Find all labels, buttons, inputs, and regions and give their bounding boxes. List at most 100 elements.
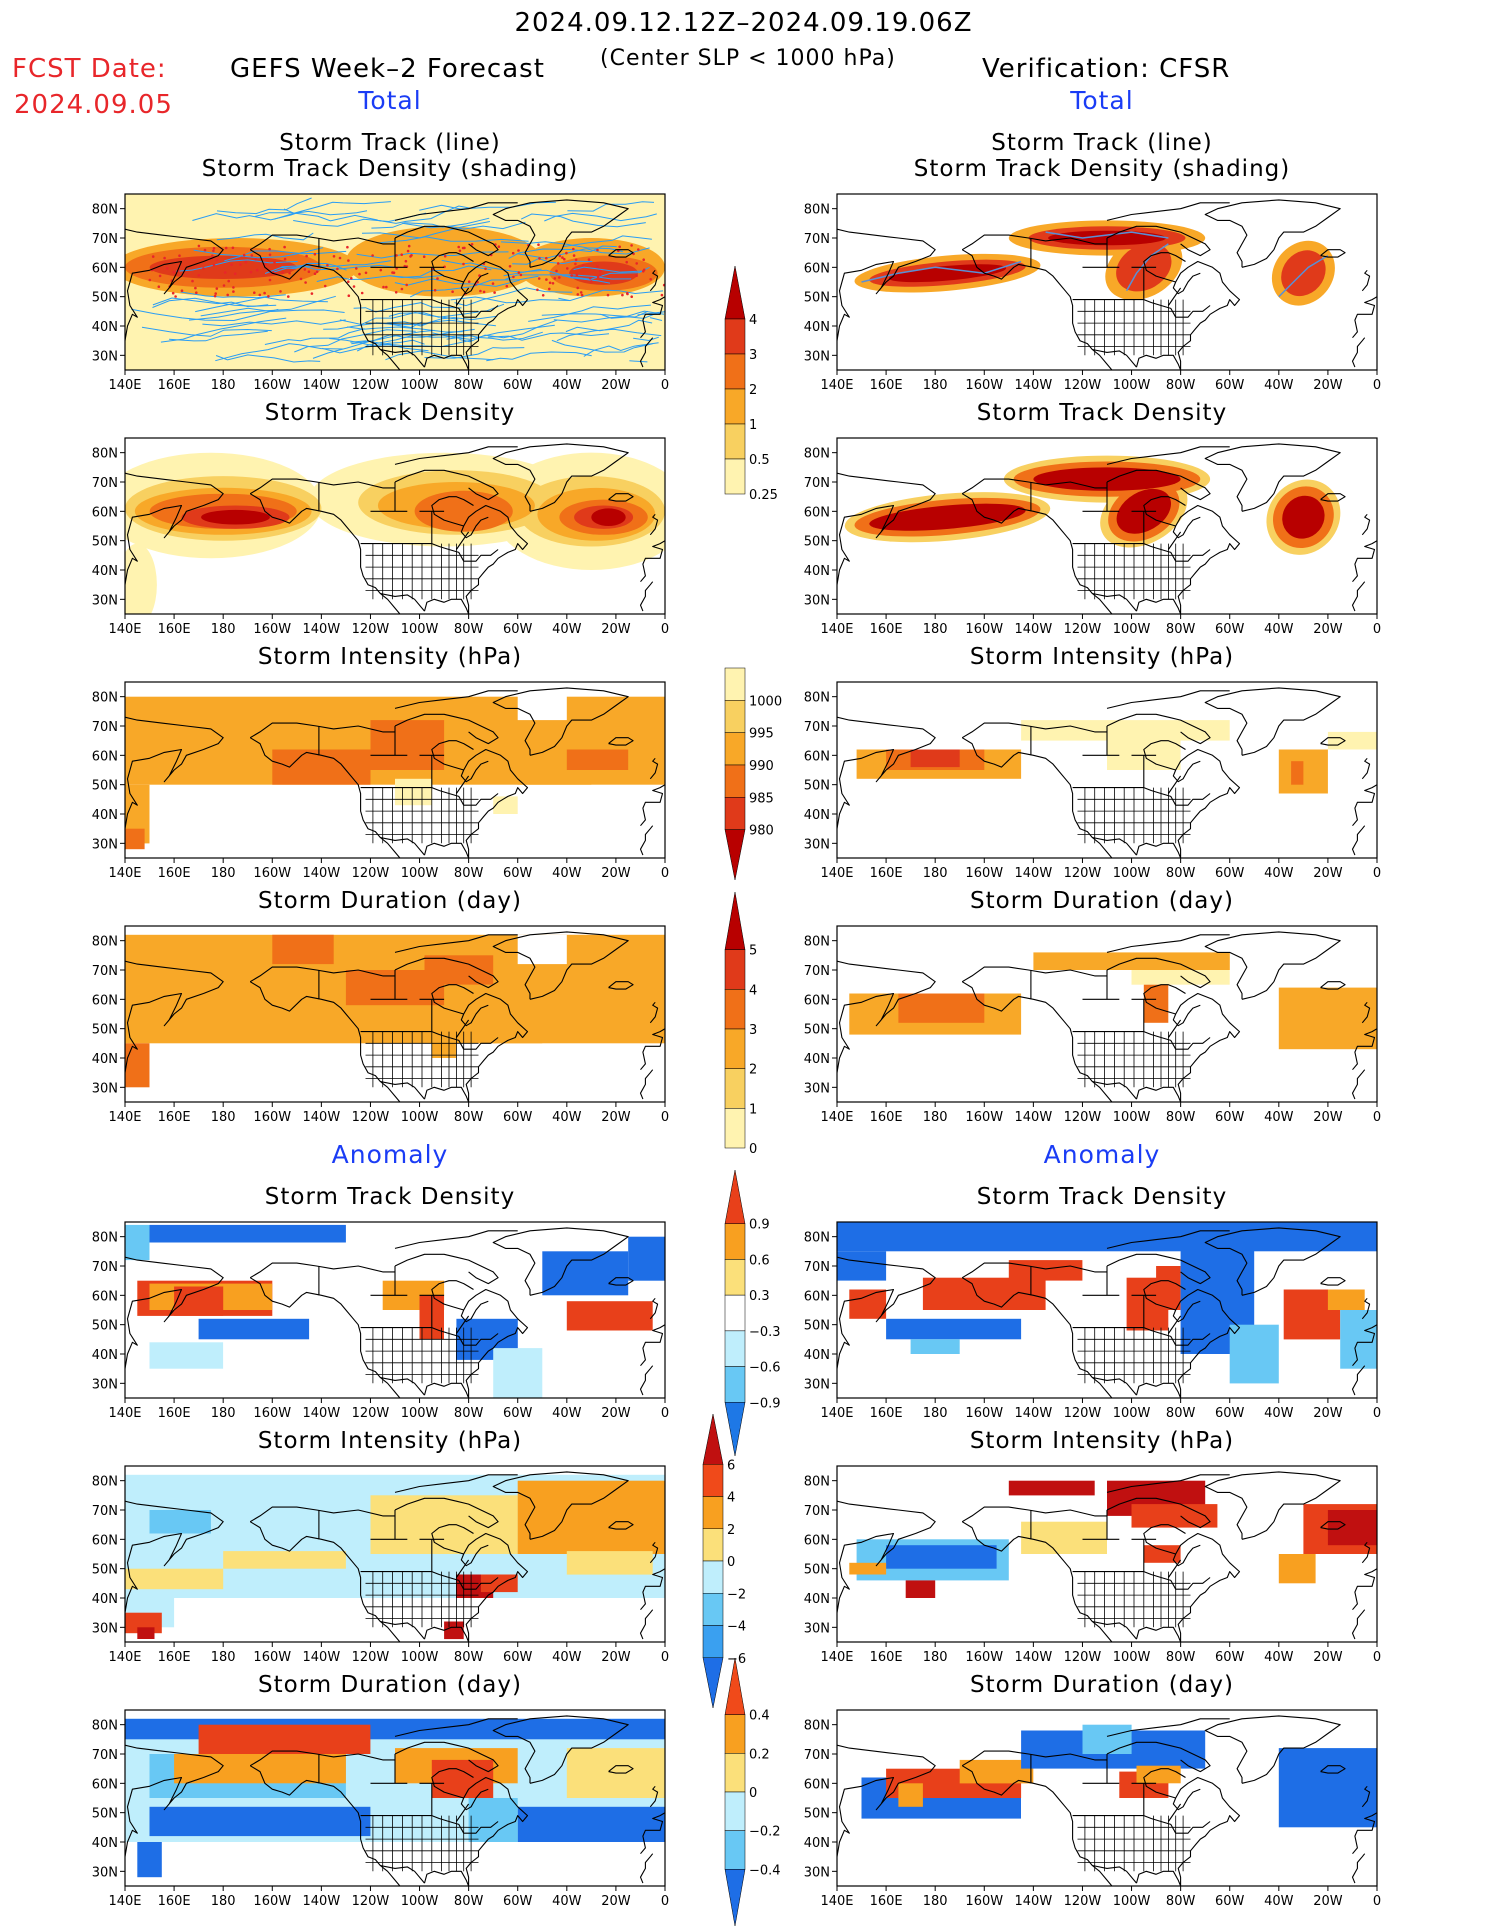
lon-tick-label: 160E — [158, 378, 191, 393]
left-section-anomaly: Anomaly — [331, 1140, 449, 1169]
lat-tick-label: 60N — [92, 505, 118, 520]
colorbar-label: 985 — [749, 791, 774, 806]
lon-tick-label: 140E — [820, 866, 853, 881]
lat-tick-label: 80N — [92, 447, 118, 462]
lon-tick-label: 120W — [1064, 866, 1102, 881]
lon-tick-label: 120W — [352, 1110, 390, 1125]
panel-title-duration-left: Storm Duration (day) — [258, 888, 522, 914]
lon-tick-label: 180 — [211, 1406, 236, 1421]
panel-title-anom-duration-right: Storm Duration (day) — [970, 1672, 1234, 1698]
lon-tick-label: 160E — [870, 1894, 903, 1909]
colorbar-label: 0 — [749, 1142, 757, 1157]
lat-tick-label: 30N — [92, 1081, 118, 1096]
panel-title-track-line-right: Storm Track (line) — [991, 130, 1213, 156]
lat-tick-label: 60N — [804, 1289, 830, 1304]
lon-tick-label: 140E — [108, 378, 141, 393]
lat-tick-label: 70N — [804, 720, 830, 735]
lon-tick-label: 0 — [1373, 866, 1381, 881]
colorbar-anom-duration: 0.4 0.2 0 −0.2 −0.4 — [724, 1657, 781, 1927]
lon-tick-label: 120W — [352, 1650, 390, 1665]
colorbar-density: 4 3 2 1 0.5 0.25 — [724, 265, 778, 503]
panel-title-duration-right: Storm Duration (day) — [970, 888, 1234, 914]
lon-tick-label: 80W — [1166, 1110, 1196, 1125]
lat-tick-label: 50N — [804, 535, 830, 550]
lon-tick-label: 140E — [820, 1110, 853, 1125]
lon-tick-label: 120W — [352, 1406, 390, 1421]
lat-tick-label: 60N — [92, 749, 118, 764]
lat-tick-label: 70N — [92, 1260, 118, 1275]
lon-tick-label: 140E — [108, 1894, 141, 1909]
lat-tick-label: 80N — [92, 1475, 118, 1490]
lat-tick-label: 50N — [804, 1319, 830, 1334]
colorbar-label: 2 — [749, 383, 757, 398]
lon-tick-label: 140E — [820, 622, 853, 637]
map-panel-cfsrAnomDuration: 80N 70N 60N 50N 40N 30N 140E 160E 180 160W 140W 120… — [804, 1709, 1381, 1909]
lon-tick-label: 160W — [253, 1650, 291, 1665]
lon-tick-label: 160E — [870, 378, 903, 393]
lon-tick-label: 80W — [1166, 866, 1196, 881]
lon-tick-label: 160E — [158, 1110, 191, 1125]
lat-tick-label: 40N — [804, 1836, 830, 1851]
lon-tick-label: 140E — [108, 622, 141, 637]
colorbar-label: 4 — [749, 983, 757, 998]
lat-tick-label: 30N — [92, 349, 118, 364]
lon-tick-label: 160W — [965, 622, 1003, 637]
colorbar-label: 0.2 — [749, 1747, 770, 1762]
lon-tick-label: 60W — [503, 378, 533, 393]
lat-tick-label: 40N — [804, 1052, 830, 1067]
lon-tick-label: 20W — [601, 378, 631, 393]
lon-tick-label: 140E — [820, 1650, 853, 1665]
lat-tick-label: 80N — [804, 203, 830, 218]
lon-tick-label: 180 — [211, 622, 236, 637]
panel-title-anom-intensity-left: Storm Intensity (hPa) — [257, 1428, 523, 1454]
colorbar-label: 1 — [749, 418, 757, 433]
lon-tick-label: 80W — [1166, 378, 1196, 393]
colorbar-label: 0.9 — [749, 1218, 770, 1233]
slp-subtitle: (Center SLP < 1000 hPa) — [600, 46, 896, 71]
lon-tick-label: 0 — [1373, 622, 1381, 637]
lon-tick-label: 160W — [965, 1650, 1003, 1665]
left-model-title: GEFS Week–2 Forecast — [230, 54, 545, 84]
lon-tick-label: 160E — [158, 1406, 191, 1421]
lon-tick-label: 180 — [923, 1406, 948, 1421]
lat-tick-label: 70N — [92, 720, 118, 735]
colorbar-label: −0.6 — [749, 1361, 781, 1376]
left-section-total: Total — [358, 86, 422, 115]
lon-tick-label: 20W — [601, 622, 631, 637]
lat-tick-label: 50N — [804, 291, 830, 306]
lon-tick-label: 0 — [661, 1894, 669, 1909]
lon-tick-label: 60W — [503, 866, 533, 881]
lon-tick-label: 40W — [1264, 1894, 1294, 1909]
lon-tick-label: 160W — [965, 1110, 1003, 1125]
colorbar-label: −4 — [727, 1620, 746, 1635]
map-panel-cfsrAnomIntensity: 80N 70N 60N 50N 40N 30N 140E 160E 180 160W 140W 120… — [804, 1465, 1381, 1665]
lat-tick-label: 50N — [804, 1023, 830, 1038]
lat-tick-label: 50N — [92, 1023, 118, 1038]
colorbar-label: −2 — [727, 1587, 746, 1602]
lat-tick-label: 30N — [92, 1865, 118, 1880]
lat-tick-label: 80N — [92, 691, 118, 706]
lon-tick-label: 100W — [1113, 1406, 1151, 1421]
lat-tick-label: 60N — [804, 993, 830, 1008]
lat-tick-label: 30N — [804, 349, 830, 364]
panel-title-anom-density-left: Storm Track Density — [264, 1184, 516, 1210]
lat-tick-label: 40N — [804, 808, 830, 823]
panel-title-intensity-right: Storm Intensity (hPa) — [969, 644, 1235, 670]
lat-tick-label: 80N — [92, 1231, 118, 1246]
lon-tick-label: 80W — [454, 866, 484, 881]
lon-tick-label: 80W — [454, 1650, 484, 1665]
lon-tick-label: 80W — [1166, 1894, 1196, 1909]
map-panel-cfsrAnomDensity: 80N 70N 60N 50N 40N 30N 140E 160E 180 160W 140W 120… — [804, 1221, 1381, 1421]
lat-tick-label: 50N — [92, 1319, 118, 1334]
lon-tick-label: 160W — [965, 1406, 1003, 1421]
lat-tick-label: 70N — [92, 1748, 118, 1763]
lon-tick-label: 100W — [1113, 1894, 1151, 1909]
lat-tick-label: 50N — [92, 1563, 118, 1578]
lon-tick-label: 180 — [923, 866, 948, 881]
lon-tick-label: 80W — [454, 378, 484, 393]
lon-tick-label: 120W — [1064, 1110, 1102, 1125]
colorbar-anom-density: 0.9 0.6 0.3 −0.3 −0.6 −0.9 — [724, 1169, 781, 1457]
colorbar-label: 2 — [727, 1523, 735, 1538]
lat-tick-label: 50N — [804, 1807, 830, 1822]
lon-tick-label: 0 — [661, 1650, 669, 1665]
